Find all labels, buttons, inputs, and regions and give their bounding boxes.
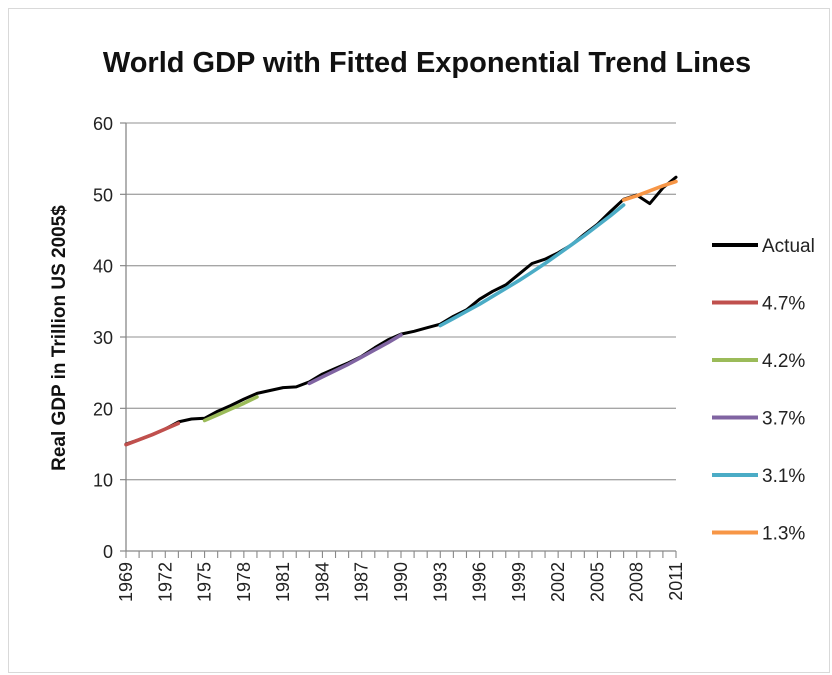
legend-label: 3.7% (762, 409, 805, 430)
x-tick-label: 2011 (666, 562, 686, 601)
y-tick-label: 40 (93, 257, 113, 277)
series-line-4 (438, 203, 626, 328)
x-tick-label: 1969 (116, 562, 136, 602)
y-tick-label: 0 (103, 542, 113, 562)
legend-label: 4.2% (762, 351, 805, 372)
legend-label: 3.1% (762, 466, 805, 487)
y-tick-label: 30 (93, 328, 113, 348)
x-tick-label: 1981 (273, 562, 293, 602)
x-tick-label: 2002 (548, 562, 568, 602)
legend-label: 4.7% (762, 294, 805, 315)
legend-label: Actual (762, 236, 815, 257)
y-tick-label: 20 (93, 399, 113, 419)
series-line-1 (124, 421, 181, 447)
tick-labels: 0 10 20 30 40 50 60 1969 1972 1975 1978 1981 1984 198… (93, 114, 686, 602)
series-line-5 (621, 179, 678, 202)
y-tick-label: 50 (93, 185, 113, 205)
series-line-0 (124, 175, 678, 446)
axes (120, 122, 677, 558)
x-tick-label: 1978 (234, 562, 254, 602)
x-tick-label: 1990 (391, 562, 411, 602)
y-tick-label: 10 (93, 471, 113, 491)
x-tick-label: 1996 (470, 562, 490, 602)
x-tick-label: 2008 (627, 562, 647, 602)
x-tick-label: 1993 (430, 562, 450, 602)
x-tick-label: 1972 (155, 562, 175, 602)
x-tick-label: 2005 (587, 562, 607, 602)
series-line-2 (202, 395, 259, 423)
x-tick-label: 1984 (312, 562, 332, 602)
series-line-3 (307, 333, 403, 386)
legend: Actual 4.7% 4.2% 3.7% 3.1% 1.3% (712, 236, 815, 545)
chart-title: World GDP with Fitted Exponential Trend … (103, 47, 751, 79)
x-tick-label: 1975 (195, 562, 215, 602)
y-tick-label: 60 (93, 114, 113, 134)
chart-frame (8, 8, 830, 673)
legend-label: 1.3% (762, 524, 805, 545)
series-lines (124, 175, 678, 447)
y-axis-label: Real GDP in Trillion US 2005$ (49, 205, 70, 471)
x-tick-label: 1987 (352, 562, 372, 602)
gridlines (126, 122, 676, 481)
x-tick-label: 1999 (509, 562, 529, 602)
